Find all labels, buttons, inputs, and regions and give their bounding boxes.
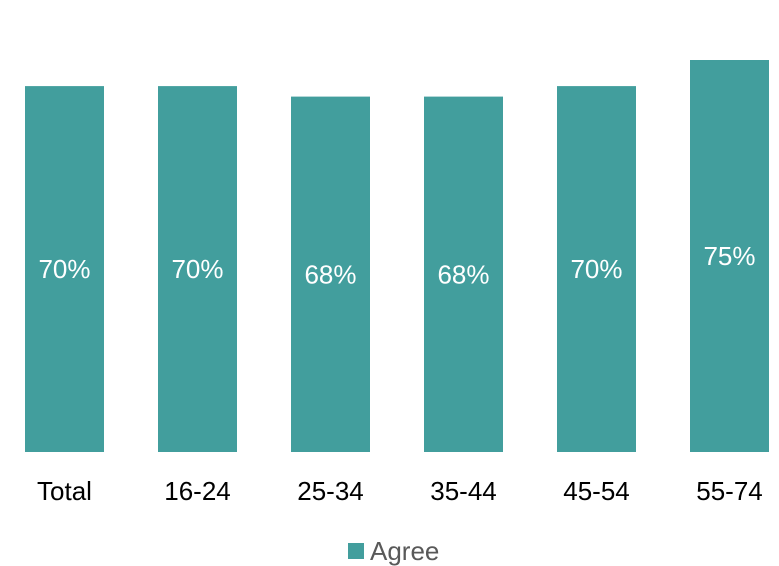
data-label-Total: 70%	[38, 254, 90, 284]
data-label-55-74: 75%	[703, 241, 755, 271]
category-label-16-24: 16-24	[164, 476, 231, 506]
bar-25-34	[291, 96, 370, 452]
category-label-45-54: 45-54	[563, 476, 630, 506]
bar-45-54	[557, 86, 636, 452]
bar-16-24	[158, 86, 237, 452]
category-label-35-44: 35-44	[430, 476, 497, 506]
legend: Agree	[348, 536, 439, 566]
data-label-45-54: 70%	[570, 254, 622, 284]
category-label-Total: Total	[37, 476, 92, 506]
bar-55-74	[690, 60, 769, 452]
data-label-25-34: 68%	[304, 259, 356, 289]
legend-swatch-agree	[348, 543, 364, 559]
bar-Total	[25, 86, 104, 452]
bar-35-44	[424, 96, 503, 452]
data-label-35-44: 68%	[437, 259, 489, 289]
category-label-25-34: 25-34	[297, 476, 364, 506]
category-label-55-74: 55-74	[696, 476, 763, 506]
legend-label-agree: Agree	[370, 536, 440, 566]
data-label-16-24: 70%	[171, 254, 223, 284]
